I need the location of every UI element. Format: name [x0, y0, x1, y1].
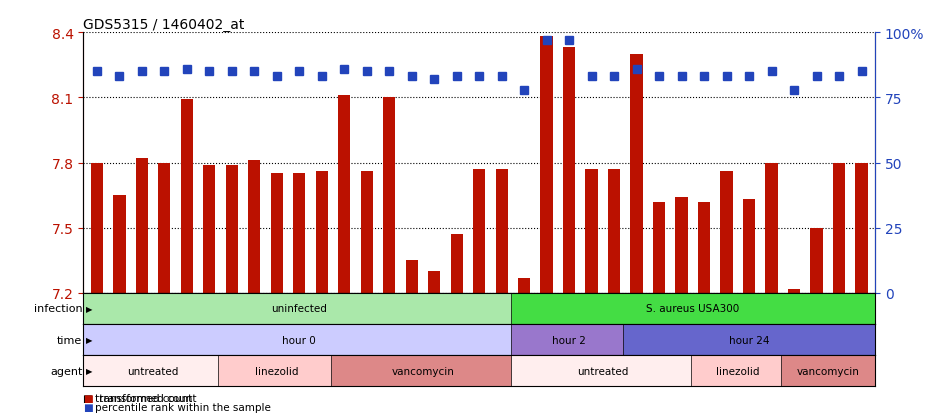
- Text: untreated: untreated: [128, 366, 179, 376]
- Text: time: time: [57, 335, 82, 345]
- Text: S. aureus USA300: S. aureus USA300: [646, 304, 740, 314]
- Bar: [495, 170, 507, 293]
- Text: linezolid: linezolid: [716, 366, 759, 376]
- Bar: [781, 355, 875, 386]
- Text: untreated: untreated: [577, 366, 629, 376]
- Text: ▶: ▶: [86, 304, 93, 313]
- Bar: [83, 355, 223, 386]
- Bar: [698, 202, 710, 293]
- Bar: [766, 163, 778, 293]
- Bar: [113, 196, 126, 293]
- Bar: [226, 165, 238, 293]
- Bar: [585, 170, 598, 293]
- Bar: [631, 55, 643, 293]
- Bar: [675, 198, 688, 293]
- Text: ■: ■: [83, 402, 94, 412]
- Bar: [203, 165, 216, 293]
- Text: hour 24: hour 24: [729, 335, 770, 345]
- Text: hour 0: hour 0: [282, 335, 316, 345]
- Text: ■  transformed count: ■ transformed count: [83, 393, 197, 403]
- Bar: [83, 293, 515, 324]
- Text: transformed count: transformed count: [95, 393, 193, 403]
- Bar: [294, 174, 306, 293]
- Text: GDS5315 / 1460402_at: GDS5315 / 1460402_at: [83, 18, 244, 32]
- Text: uninfected: uninfected: [271, 304, 327, 314]
- Bar: [158, 163, 170, 293]
- Bar: [832, 163, 845, 293]
- Bar: [856, 163, 868, 293]
- Bar: [316, 172, 328, 293]
- Bar: [518, 278, 531, 293]
- Text: linezolid: linezolid: [255, 366, 298, 376]
- Bar: [623, 324, 875, 355]
- Bar: [788, 289, 800, 293]
- Bar: [511, 355, 695, 386]
- Bar: [608, 170, 620, 293]
- Bar: [541, 37, 553, 293]
- Bar: [511, 324, 628, 355]
- Bar: [451, 235, 463, 293]
- Bar: [428, 272, 441, 293]
- Text: vancomycin: vancomycin: [392, 366, 455, 376]
- Bar: [91, 163, 103, 293]
- Text: agent: agent: [50, 366, 82, 376]
- Bar: [135, 159, 148, 293]
- Bar: [511, 293, 875, 324]
- Bar: [83, 324, 515, 355]
- Bar: [720, 172, 732, 293]
- Bar: [338, 96, 350, 293]
- Text: infection: infection: [33, 304, 82, 314]
- Bar: [743, 200, 756, 293]
- Bar: [270, 174, 283, 293]
- Bar: [563, 48, 575, 293]
- Text: ▶: ▶: [86, 366, 93, 375]
- Bar: [181, 100, 193, 293]
- Bar: [383, 98, 395, 293]
- Bar: [360, 172, 373, 293]
- Text: ■: ■: [83, 393, 94, 403]
- Bar: [331, 355, 515, 386]
- Bar: [810, 228, 823, 293]
- Text: vancomycin: vancomycin: [796, 366, 859, 376]
- Bar: [406, 261, 418, 293]
- Bar: [248, 161, 260, 293]
- Bar: [691, 355, 785, 386]
- Bar: [219, 355, 335, 386]
- Bar: [653, 202, 665, 293]
- Text: ▶: ▶: [86, 335, 93, 344]
- Text: percentile rank within the sample: percentile rank within the sample: [95, 402, 271, 412]
- Text: hour 2: hour 2: [552, 335, 586, 345]
- Bar: [473, 170, 485, 293]
